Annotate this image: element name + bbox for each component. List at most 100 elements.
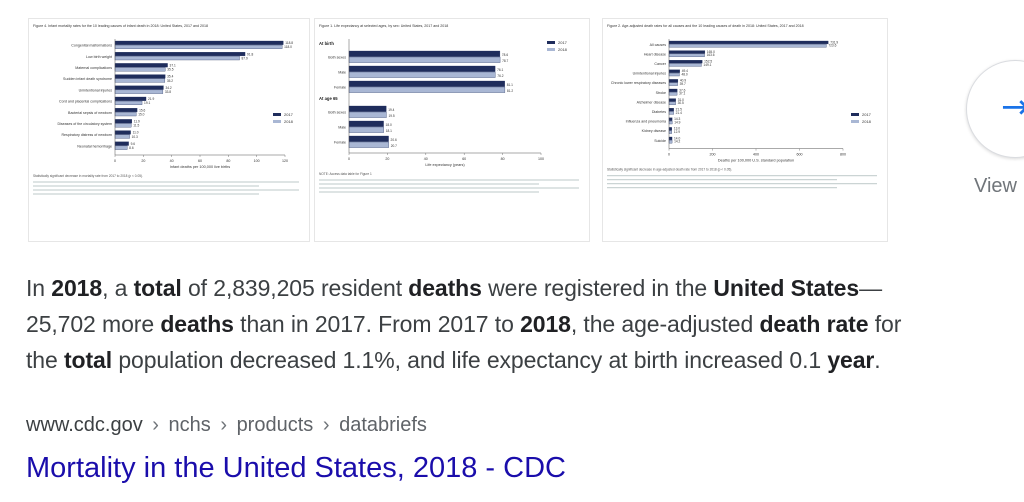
data-label: 78.6 — [502, 53, 508, 57]
data-label: 14.0 — [674, 136, 680, 140]
chart-title: Figure 2. Age-adjusted death rates for a… — [607, 24, 804, 28]
bar — [348, 111, 387, 118]
x-tick-label: 0 — [348, 157, 350, 161]
data-label: 118.8 — [285, 41, 293, 45]
bar — [114, 52, 246, 57]
bar — [668, 120, 673, 125]
view-more-button[interactable]: → — [966, 60, 1024, 158]
bar — [668, 60, 703, 64]
bar — [114, 123, 132, 128]
snippet-line-1: In 2018, a total of 2,839,205 resident d… — [26, 270, 1024, 306]
bar — [348, 120, 384, 127]
x-tick-label: 40 — [170, 159, 174, 163]
category-label: Maternal complications — [75, 66, 112, 70]
breadcrumb-part: databriefs — [339, 414, 427, 436]
x-tick-label: 80 — [226, 159, 230, 163]
category-label: Both sexes — [328, 56, 346, 60]
data-label: 18.1 — [386, 129, 392, 133]
bar — [668, 69, 680, 73]
bar — [114, 130, 131, 135]
data-label: 37.1 — [679, 92, 685, 96]
bar — [348, 135, 389, 142]
data-label: 76.1 — [497, 68, 503, 72]
view-label: View — [974, 175, 1017, 197]
data-label: 14.9 — [674, 120, 680, 124]
bar — [114, 112, 137, 117]
bar — [668, 82, 678, 86]
result-title-link[interactable]: Mortality in the United States, 2018 - C… — [26, 452, 566, 484]
bar — [668, 92, 678, 96]
data-label: 149.1 — [703, 63, 711, 67]
category-label: Influenza and pneumonia — [626, 120, 666, 124]
category-label: Sudden infant death syndrome — [63, 77, 112, 81]
snippet-text: , the age-adjusted — [570, 311, 760, 337]
category-label: Kidney disease — [642, 129, 666, 133]
x-tick-label: 20 — [385, 157, 389, 161]
breadcrumb-part: nchs — [168, 414, 211, 436]
bar — [114, 44, 283, 49]
data-label: 11.5 — [133, 124, 139, 128]
data-label: 15.6 — [139, 108, 145, 112]
data-label: 118.0 — [284, 45, 292, 49]
bar — [668, 53, 705, 57]
chart-footnote: Statistically significant decrease in mo… — [33, 174, 143, 178]
image-thumbnails-strip: Figure 4. Infant mortality rates for the… — [28, 18, 968, 242]
bar — [668, 88, 678, 93]
thumbnail-death-rates-chart[interactable]: Figure 2. Age-adjusted death rates for a… — [602, 18, 888, 242]
snippet-bold: total — [133, 275, 182, 301]
chart-title: Figure 1. Life expectancy at selected ag… — [319, 24, 448, 28]
x-axis-label: Infant deaths per 100,000 live births — [170, 165, 230, 169]
chart-svg: Figure 1. Life expectancy at selected ag… — [319, 24, 579, 193]
legend-label: 2017 — [862, 112, 872, 117]
bar — [668, 127, 672, 131]
data-label: 35.4 — [167, 75, 173, 79]
bar — [114, 134, 130, 139]
category-label: Male — [338, 71, 346, 75]
category-label: Low birth weight — [86, 55, 112, 59]
bar — [114, 56, 240, 61]
bar — [668, 140, 673, 144]
snippet-bold: 2018 — [51, 275, 103, 301]
bar — [668, 101, 676, 105]
data-label: 20.6 — [391, 138, 397, 142]
bar — [114, 40, 284, 45]
bar — [114, 78, 166, 83]
data-label: 21.9 — [148, 97, 154, 101]
snippet-bold: total — [63, 347, 113, 373]
breadcrumb-separator: › — [152, 414, 159, 436]
result-snippet: In 2018, a total of 2,839,205 resident d… — [26, 270, 1024, 378]
bar — [114, 67, 166, 72]
data-label: 19.1 — [144, 101, 150, 105]
data-label: 8.6 — [129, 146, 134, 150]
snippet-bold: death rate — [759, 311, 869, 337]
category-label: Chronic lower respiratory diseases — [611, 81, 666, 85]
bar — [114, 85, 164, 90]
bar — [114, 145, 128, 150]
category-label: Alzheimer disease — [637, 100, 666, 104]
thumbnail-infant-mortality-chart[interactable]: Figure 4. Infant mortality rates for the… — [28, 18, 310, 242]
bar — [114, 108, 138, 113]
category-label: Neonatal hemorrhage — [77, 144, 112, 148]
legend-label: 2018 — [284, 119, 294, 124]
bar — [114, 100, 143, 105]
data-label: 34.2 — [165, 86, 171, 90]
x-tick-label: 0 — [668, 153, 670, 157]
x-tick-label: 0 — [114, 159, 116, 163]
legend-label: 2017 — [558, 40, 568, 45]
bar — [348, 86, 506, 93]
data-label: 48.0 — [681, 72, 687, 76]
snippet-line-2: 25,702 more deaths than in 2017. From 20… — [26, 306, 1024, 342]
bar — [348, 65, 496, 72]
x-tick-label: 60 — [462, 157, 466, 161]
bar — [114, 141, 129, 146]
data-label: 11.0 — [133, 131, 139, 135]
data-label: 76.2 — [497, 74, 503, 78]
bar — [668, 108, 674, 112]
bar — [668, 63, 702, 67]
data-label: 31.0 — [678, 98, 684, 102]
data-label: 18.0 — [386, 123, 392, 127]
thumbnail-life-expectancy-chart[interactable]: Figure 1. Life expectancy at selected ag… — [314, 18, 590, 242]
data-label: 15.0 — [138, 112, 144, 116]
data-label: 35.2 — [167, 79, 173, 83]
snippet-bold: deaths — [160, 311, 234, 337]
